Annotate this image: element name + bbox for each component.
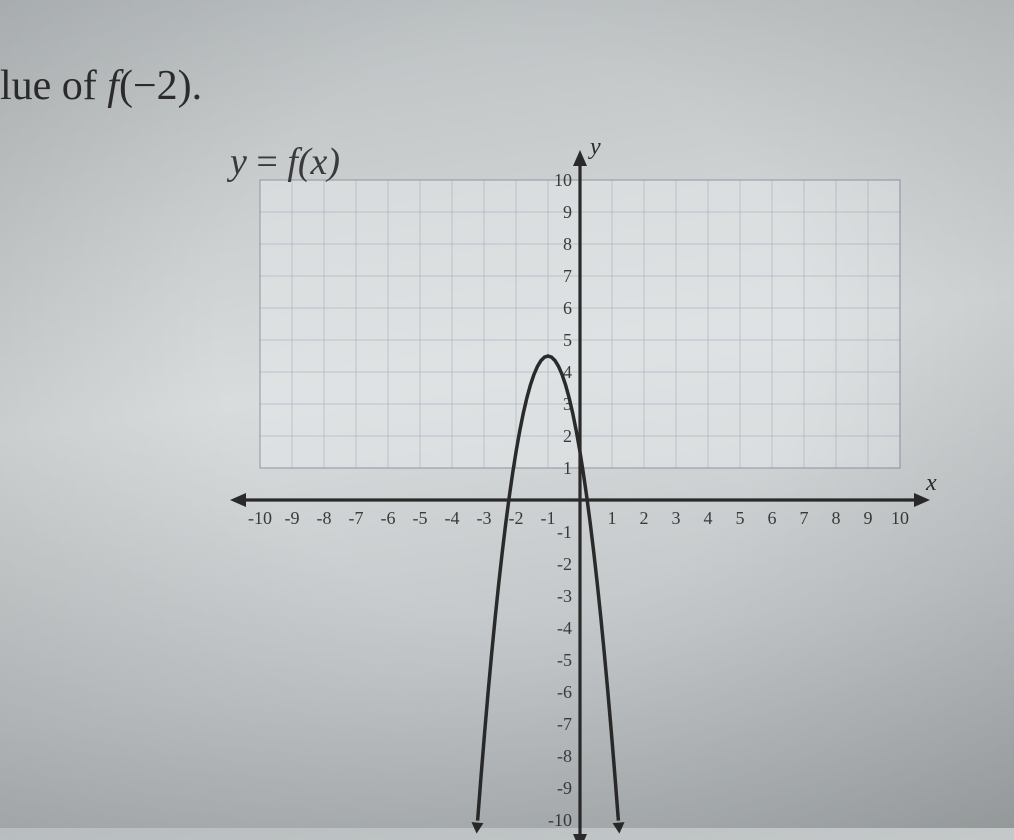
x-tick-label: 8	[832, 508, 841, 528]
y-tick-label: -6	[557, 682, 572, 702]
x-tick-label: 9	[864, 508, 873, 528]
x-tick-label: -8	[317, 508, 332, 528]
x-tick-label: -4	[445, 508, 460, 528]
func-label-y: y	[230, 141, 247, 183]
coordinate-chart: yx-10-9-8-7-6-5-4-3-2-112345678910123456…	[200, 140, 980, 840]
graph-container: y = f(x) y x -10 -9 -8 -7 -6 -5 -4 -3 -2 -1 1 2 3 4 5 6 7 8…	[200, 140, 960, 800]
y-tick-label: -1	[557, 522, 572, 542]
x-axis-label: x	[925, 470, 937, 496]
question-f: f	[107, 63, 119, 109]
y-axis-label: y	[588, 140, 601, 160]
function-label: y = f(x)	[230, 140, 340, 184]
y-tick-label: -2	[557, 554, 572, 574]
x-tick-label: 10	[891, 508, 909, 528]
x-tick-label: 5	[736, 508, 745, 528]
y-tick-label: -8	[557, 746, 572, 766]
x-tick-label: -2	[509, 508, 524, 528]
y-tick-label: 9	[563, 202, 572, 222]
x-tick-label: -10	[248, 508, 272, 528]
func-label-eq: =	[247, 141, 287, 183]
y-tick-label: -4	[557, 618, 572, 638]
x-tick-label: 3	[672, 508, 681, 528]
y-tick-label: 2	[563, 426, 572, 446]
x-tick-label: -1	[541, 508, 556, 528]
x-tick-label: -5	[413, 508, 428, 528]
question-text: lue of f(−2).	[0, 62, 202, 110]
arrow-up-icon	[573, 150, 587, 166]
arrow-left-icon	[230, 493, 246, 507]
x-tick-label: -7	[349, 508, 364, 528]
question-prefix: lue of	[0, 63, 107, 109]
y-tick-label: -3	[557, 586, 572, 606]
y-tick-label: -7	[557, 714, 572, 734]
y-tick-label: 7	[563, 266, 572, 286]
y-tick-label: -5	[557, 650, 572, 670]
x-tick-label: 7	[800, 508, 809, 528]
x-tick-label: 2	[640, 508, 649, 528]
x-tick-label: -6	[381, 508, 396, 528]
x-tick-label: -3	[477, 508, 492, 528]
question-arg: (−2).	[119, 63, 202, 109]
y-tick-label: 10	[554, 170, 572, 190]
x-tick-label: 4	[704, 508, 713, 528]
func-label-fx: f(x)	[287, 141, 340, 183]
arrow-down-icon	[573, 834, 587, 840]
x-tick-label: 6	[768, 508, 777, 528]
y-tick-label: 8	[563, 234, 572, 254]
y-tick-label: -10	[548, 810, 572, 830]
y-tick-label: 1	[563, 458, 572, 478]
x-tick-label: 1	[608, 508, 617, 528]
x-tick-label: -9	[285, 508, 300, 528]
y-tick-label: -9	[557, 778, 572, 798]
y-tick-label: 5	[563, 330, 572, 350]
y-tick-label: 6	[563, 298, 572, 318]
